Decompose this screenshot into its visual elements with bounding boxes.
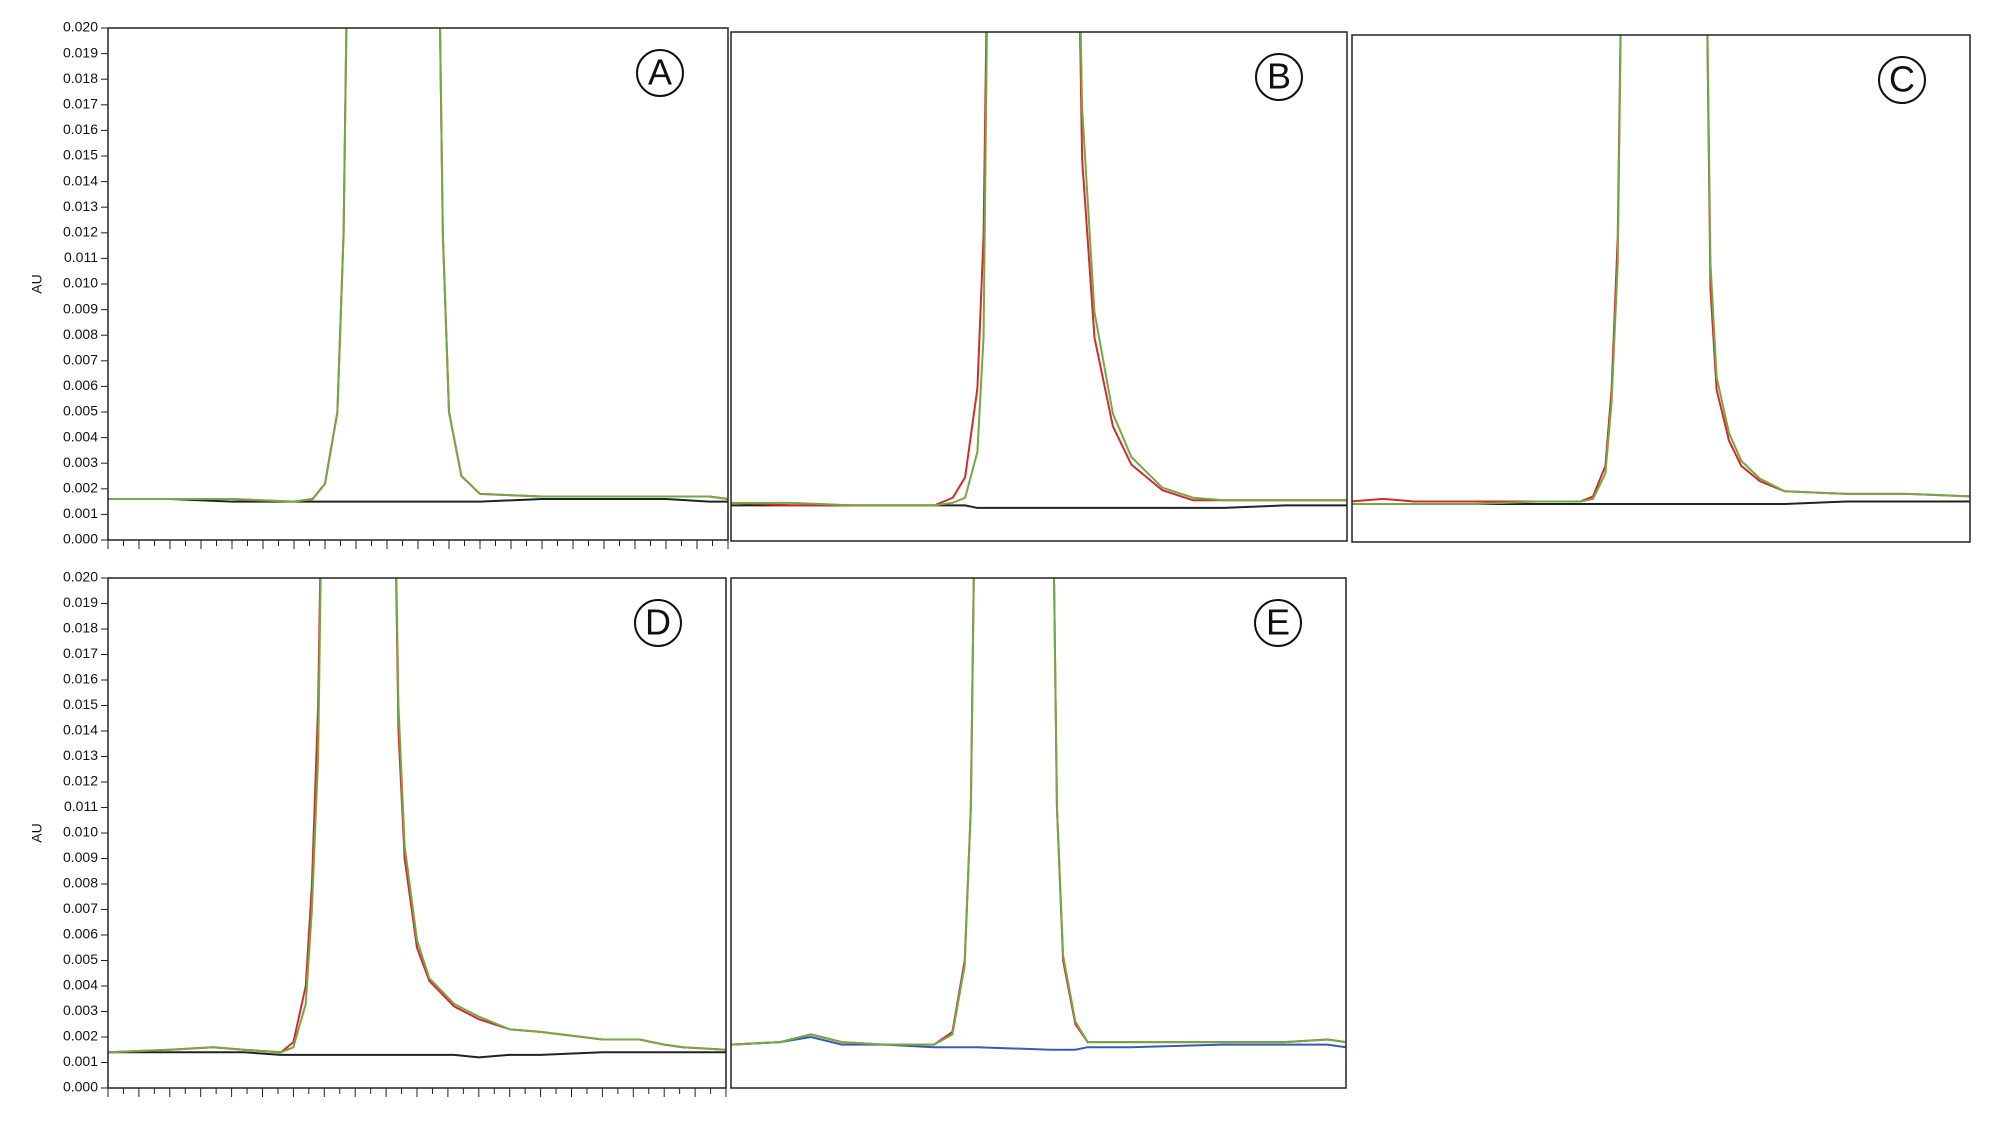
plot-area (1352, 35, 1970, 505)
panel: C (1351, 34, 1971, 543)
y-tick-label: 0.008 (63, 326, 98, 342)
panel-badge (1254, 599, 1302, 647)
y-tick-label: 0.004 (63, 428, 98, 444)
plot-frame (730, 31, 1348, 542)
y-tick-label: 0.009 (63, 849, 98, 865)
panel-badge (636, 49, 684, 97)
y-tick-label: 0.012 (63, 773, 98, 789)
y-tick-label: 0.005 (63, 403, 98, 419)
y-tick-label: 0.017 (63, 96, 98, 112)
y-tick-label: 0.003 (63, 454, 98, 470)
y-tick-label: 0.000 (63, 1079, 98, 1095)
trace (108, 28, 728, 503)
trace (1352, 35, 1970, 503)
y-tick-label: 0.010 (63, 275, 98, 291)
plot-area (731, 32, 1347, 509)
y-tick-label: 0.002 (63, 480, 98, 496)
y-tick-label: 0.014 (63, 722, 98, 738)
y-tick-label: 0.013 (63, 747, 98, 763)
plot-frame (730, 577, 1347, 1089)
y-tick-label: 0.006 (63, 377, 98, 393)
trace (1352, 35, 1970, 505)
plot-area (108, 578, 726, 1059)
trace (731, 32, 1347, 507)
y-tick-label: 0.018 (63, 70, 98, 86)
trace (108, 1051, 726, 1059)
y-tick-label: 0.012 (63, 224, 98, 240)
y-tick-label: 0.016 (63, 671, 98, 687)
trace (731, 578, 1346, 1046)
trace (108, 578, 726, 1054)
panel-label: D (645, 602, 671, 643)
y-tick-label: 0.002 (63, 1028, 98, 1044)
y-tick-label: 0.016 (63, 121, 98, 137)
y-tick-label: 0.004 (63, 977, 98, 993)
y-tick-label: 0.011 (64, 798, 98, 814)
y-axis-label: AU (29, 823, 45, 842)
plot-frame (1351, 34, 1971, 543)
y-tick-label: 0.014 (63, 172, 98, 188)
y-tick-label: 0.018 (63, 620, 98, 636)
panel: E (730, 577, 1347, 1089)
y-tick-label: 0.001 (63, 505, 98, 521)
panel-label: E (1266, 602, 1290, 643)
y-tick-label: 0.020 (63, 19, 98, 35)
y-tick-label: 0.015 (63, 147, 98, 163)
panel-label: C (1889, 59, 1915, 100)
y-tick-label: 0.019 (63, 594, 98, 610)
y-tick-label: 0.011 (64, 249, 98, 265)
plot-area (108, 28, 728, 503)
trace (731, 578, 1346, 1046)
panel-badge (634, 599, 682, 647)
trace (731, 32, 1347, 507)
y-tick-label: 0.000 (63, 531, 98, 547)
y-tick-label: 0.007 (63, 900, 98, 916)
y-tick-label: 0.001 (63, 1053, 98, 1069)
trace (108, 28, 728, 503)
y-tick-label: 0.003 (63, 1002, 98, 1018)
y-tick-label: 0.006 (63, 926, 98, 942)
y-tick-label: 0.019 (63, 44, 98, 60)
panel: 0.000 0.001 0.002 0.003 0.004 0.005 0.006 0.007… (29, 569, 727, 1097)
panel-badge (1255, 53, 1303, 101)
y-tick-label: 0.008 (63, 875, 98, 891)
plot-frame (107, 577, 727, 1089)
plot-area (731, 578, 1346, 1051)
y-tick-label: 0.007 (63, 352, 98, 368)
y-axis-label: AU (29, 274, 45, 293)
panel-label: B (1267, 56, 1291, 97)
y-tick-label: 0.010 (63, 824, 98, 840)
y-tick-label: 0.015 (63, 696, 98, 712)
y-tick-label: 0.017 (63, 645, 98, 661)
panel: B (730, 31, 1348, 542)
panel-label: A (648, 52, 672, 93)
panel-badge (1878, 56, 1926, 104)
y-tick-label: 0.005 (63, 951, 98, 967)
panel: 0.000 0.001 0.002 0.003 0.004 0.005 0.006 0.007… (29, 19, 729, 549)
trace (731, 1035, 1346, 1051)
y-tick-label: 0.013 (63, 198, 98, 214)
plot-frame (107, 27, 729, 541)
y-tick-label: 0.009 (63, 300, 98, 316)
y-tick-label: 0.020 (63, 569, 98, 585)
